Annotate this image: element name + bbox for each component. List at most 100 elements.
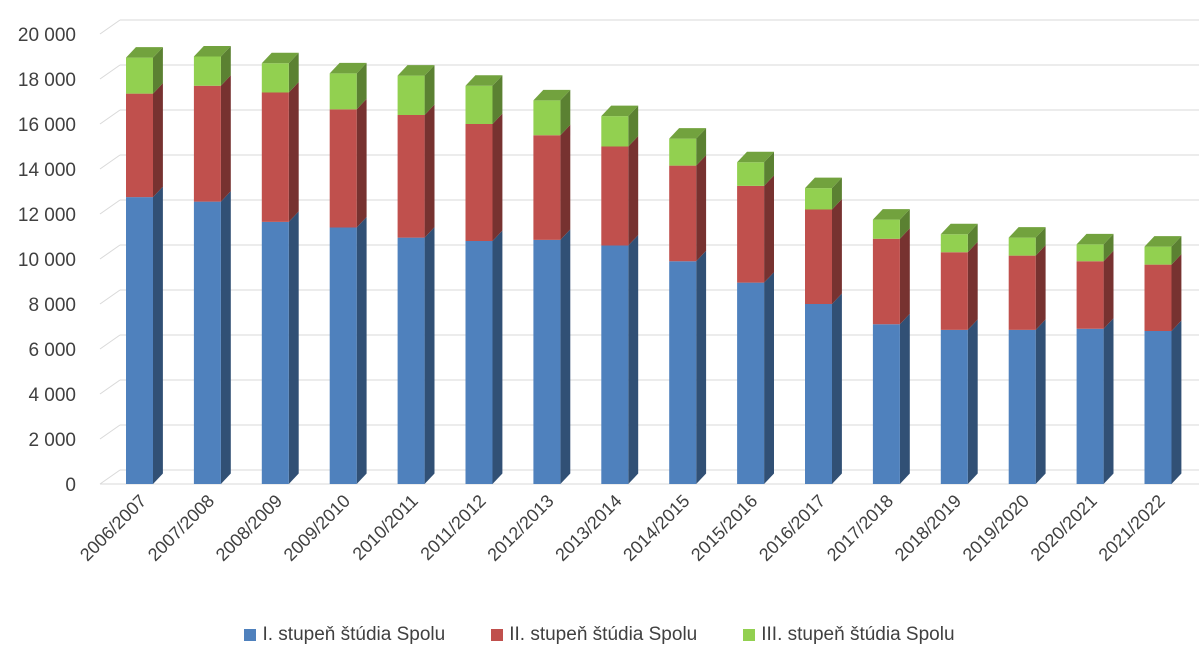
bar-segment xyxy=(465,124,493,241)
bar-segment xyxy=(465,241,493,484)
bar-segment xyxy=(1144,246,1172,265)
bar-segment xyxy=(601,245,629,484)
bar-segment xyxy=(397,237,425,484)
legend-item-series-3: III. stupeň štúdia Spolu xyxy=(743,624,955,646)
legend-swatch xyxy=(244,629,257,641)
gridline-depth xyxy=(99,64,121,80)
bar-segment xyxy=(261,92,289,222)
bar-segment-side xyxy=(832,177,842,210)
x-tick-label: 2008/2009 xyxy=(212,491,286,565)
bar-segment xyxy=(465,85,493,124)
bar-segment-side xyxy=(1035,227,1046,256)
bar-segment-side xyxy=(764,175,774,283)
bar-segment xyxy=(193,201,221,484)
x-tick-label: 2019/2020 xyxy=(959,491,1033,565)
y-tick-label: 12 000 xyxy=(18,205,76,226)
bar-segment-side xyxy=(424,65,435,115)
gridline-depth xyxy=(99,469,121,485)
bar-segment-side xyxy=(1103,233,1114,262)
bar-segment-side xyxy=(696,250,707,484)
x-tick-label: 2010/2011 xyxy=(349,491,422,564)
y-tick-label: 2 000 xyxy=(28,430,76,451)
bar-segment-side xyxy=(1103,250,1114,329)
bar-segment xyxy=(940,234,968,253)
y-tick-label: 4 000 xyxy=(28,385,76,406)
y-tick-label: 14 000 xyxy=(18,160,76,181)
bar-segment-side xyxy=(153,186,163,484)
gridline-depth xyxy=(99,424,121,440)
bar-top xyxy=(1144,236,1182,247)
bar-segment xyxy=(872,238,900,325)
bar-stack xyxy=(126,47,163,484)
bar-segment xyxy=(1076,261,1104,329)
gridline-depth xyxy=(99,199,121,215)
y-tick-label: 8 000 xyxy=(28,295,76,316)
bar-top xyxy=(669,128,707,139)
bar-stack xyxy=(940,223,978,484)
bar-segment-side xyxy=(153,47,163,94)
bar-segment-side xyxy=(356,98,367,228)
bar-stack xyxy=(261,52,299,484)
bar-segment xyxy=(669,261,697,484)
y-axis-tick-labels: 0 2 000 4 000 6 000 8 000 10 000 12 000 14 000 1… xyxy=(18,25,76,496)
y-tick-label: 18 000 xyxy=(18,70,76,91)
bar-stack xyxy=(601,105,639,484)
bar-top xyxy=(261,52,299,64)
bar-segment-side xyxy=(424,227,435,484)
bar-segment-side xyxy=(220,75,231,202)
bar-top xyxy=(533,89,571,101)
legend-swatch xyxy=(743,629,756,641)
gridline-depth xyxy=(99,19,121,35)
bar-segment xyxy=(126,93,153,198)
x-tick-label: 2007/2008 xyxy=(144,491,218,565)
bar-segment xyxy=(1008,329,1036,484)
bar-segment xyxy=(601,116,629,147)
bar-stack xyxy=(465,75,503,484)
bar-segment-side xyxy=(899,228,910,325)
bar-segment xyxy=(261,221,289,484)
bar-segment xyxy=(940,252,968,330)
bar-segment-side xyxy=(967,319,978,484)
bar-segment-side xyxy=(967,241,978,330)
x-tick-label: 2011/2012 xyxy=(416,491,489,564)
bar-segment-side xyxy=(628,235,639,484)
bar-top xyxy=(940,223,978,235)
bar-segment xyxy=(329,227,357,484)
bar-segment xyxy=(1008,255,1036,330)
legend-label: III. stupeň štúdia Spolu xyxy=(761,624,955,645)
bar-top xyxy=(805,177,842,189)
x-tick-label: 2017/2018 xyxy=(823,491,897,565)
bar-segment-side xyxy=(220,46,231,86)
bar-segment xyxy=(533,100,561,136)
bar-segment xyxy=(737,282,765,484)
gridline-depth xyxy=(99,244,121,260)
bar-stack xyxy=(872,209,910,484)
gridline-depth xyxy=(99,154,121,170)
bar-segment-side xyxy=(220,191,231,484)
bar-segment-side xyxy=(1035,319,1046,484)
bar-top xyxy=(329,62,367,74)
bar-stack xyxy=(397,65,435,484)
bar-top xyxy=(193,46,231,57)
bar-segment-side xyxy=(560,229,571,484)
bar-segment xyxy=(126,197,153,484)
bar-stack xyxy=(1008,227,1046,484)
x-tick-label: 2020/2021 xyxy=(1027,491,1101,565)
bar-segment-side xyxy=(1171,254,1182,331)
bar-segment-side xyxy=(832,293,842,484)
bar-segment-side xyxy=(764,272,774,484)
x-tick-label: 2014/2015 xyxy=(619,491,693,565)
bar-segment xyxy=(872,324,900,484)
gridline-depth xyxy=(99,109,121,125)
bars xyxy=(126,46,1182,484)
bar-top xyxy=(872,209,910,220)
gridline-depth xyxy=(99,379,121,395)
legend-item-series-2: II. stupeň štúdia Spolu xyxy=(491,624,697,646)
bar-stack xyxy=(329,62,367,484)
bar-segment-side xyxy=(492,75,503,124)
bar-segment-side xyxy=(560,124,571,240)
legend-label: I. stupeň štúdia Spolu xyxy=(262,624,446,645)
x-tick-label: 2006/2007 xyxy=(76,491,150,565)
bar-top xyxy=(465,75,503,86)
